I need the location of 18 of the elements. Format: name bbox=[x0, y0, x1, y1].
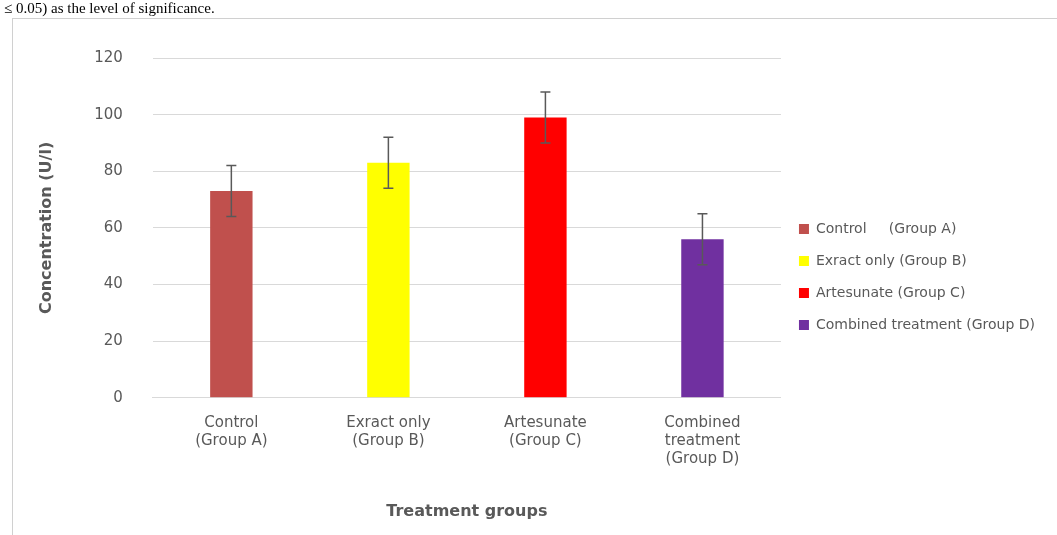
text: ≤ 0.05) as the level of significance. bbox=[4, 0, 215, 17]
y-tick-label: 40 bbox=[103, 274, 123, 293]
x-tick-label: Artesunate (Group C) bbox=[504, 412, 587, 449]
y-tick-label: 120 bbox=[94, 47, 123, 66]
x-tick-label: Control (Group A) bbox=[195, 412, 268, 449]
legend-label: Exract only (Group B) bbox=[815, 251, 967, 268]
y-axis-title: Concentration (U/l) bbox=[35, 141, 55, 315]
x-tick-label: Exract only (Group B) bbox=[346, 412, 431, 449]
legend-label: Control (Group A) bbox=[815, 219, 957, 236]
y-tick-label: 80 bbox=[103, 161, 123, 180]
y-tick-label: 60 bbox=[103, 217, 123, 236]
y-tick-label: 0 bbox=[113, 387, 123, 406]
legend-label: Artesunate (Group C) bbox=[815, 283, 966, 300]
legend-label: Combined treatment (Group D) bbox=[815, 315, 1036, 332]
y-tick-label: 100 bbox=[94, 104, 123, 123]
y-tick-label: 20 bbox=[103, 331, 123, 350]
x-axis-title: Treatment groups bbox=[386, 500, 548, 520]
x-tick-label: Combined treatment (Group D) bbox=[664, 412, 741, 467]
